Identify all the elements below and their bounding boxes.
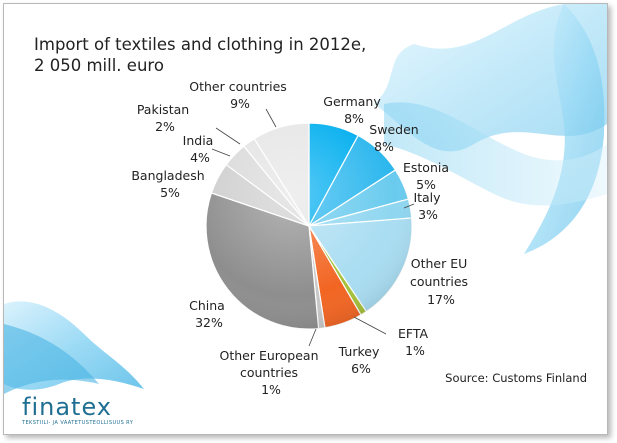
chart-frame: Germany 8% Sweden 8% Estonia 5% Italy 3%… xyxy=(3,3,608,435)
svg-text:EFTA 1%: EFTA 1% xyxy=(398,326,432,358)
label-other-european-line2: countries xyxy=(240,365,298,380)
label-germany-name: Germany xyxy=(323,94,381,109)
label-estonia-value: 5% xyxy=(416,177,436,192)
chart-title-line1: Import of textiles and clothing in 2012e… xyxy=(34,35,367,54)
logo-tagline: TEKSTIILI- JA VAATETUSTEOLLISUUS RY xyxy=(22,420,134,426)
svg-text:Estonia 5%: Estonia 5% xyxy=(403,160,453,192)
label-estonia-name: Estonia xyxy=(403,160,449,175)
chart-title: Import of textiles and clothing in 2012e… xyxy=(34,34,366,76)
label-china-value: 32% xyxy=(195,315,223,330)
label-turkey-name: Turkey xyxy=(338,344,380,359)
svg-text:China 32%: China 32% xyxy=(189,298,229,330)
label-other-european-value: 1% xyxy=(261,382,281,397)
label-bangladesh-value: 5% xyxy=(160,185,180,200)
label-pakistan-name: Pakistan xyxy=(137,102,189,117)
label-germany-value: 8% xyxy=(344,111,364,126)
svg-text:Other European countri: Other European countries 1% xyxy=(220,348,323,397)
label-china-name: China xyxy=(189,298,225,313)
label-other-european-line1: Other European xyxy=(220,348,319,363)
svg-text:Bangladesh 5%: Bangladesh 5% xyxy=(131,168,208,200)
svg-text:Sweden 8%: Sweden 8% xyxy=(369,122,422,154)
label-sweden-value: 8% xyxy=(374,139,394,154)
svg-text:Other countries 9%: Other countries 9% xyxy=(189,79,291,111)
label-italy-name: Italy xyxy=(413,190,441,205)
decorative-silk xyxy=(4,4,607,394)
svg-text:Pakistan 2%: Pakistan 2% xyxy=(137,102,193,134)
slice-labels: Germany 8% Sweden 8% Estonia 5% Italy 3%… xyxy=(131,79,472,397)
label-other-countries-name: Other countries xyxy=(189,79,287,94)
label-other-countries-value: 9% xyxy=(230,96,250,111)
svg-text:Germany 8%: Germany 8% xyxy=(323,94,384,126)
label-turkey-value: 6% xyxy=(351,361,371,376)
label-other-eu-line2: countries xyxy=(410,274,468,289)
source-note: Source: Customs Finland xyxy=(445,371,587,385)
chart-subtitle: 2 050 mill. euro xyxy=(34,56,164,75)
svg-text:India 4%: India 4% xyxy=(183,133,218,165)
svg-text:Other EU countries: Other EU countries 17% xyxy=(410,256,472,307)
label-sweden-name: Sweden xyxy=(369,122,418,137)
logo-wordmark: finatex xyxy=(22,393,112,421)
label-italy-value: 3% xyxy=(418,207,438,222)
leader-lines xyxy=(211,108,415,347)
svg-text:Turkey 6%: Turkey 6% xyxy=(338,344,384,376)
label-other-eu-value: 17% xyxy=(427,292,455,307)
label-efta-name: EFTA xyxy=(398,326,429,341)
label-india-value: 4% xyxy=(190,150,210,165)
svg-text:Italy 3%: Italy 3% xyxy=(413,190,444,222)
label-bangladesh-name: Bangladesh xyxy=(131,168,204,183)
finatex-logo: finatex TEKSTIILI- JA VAATETUSTEOLLISUUS… xyxy=(22,395,133,426)
label-india-name: India xyxy=(183,133,214,148)
label-other-eu-line1: Other EU xyxy=(411,256,468,271)
label-pakistan-value: 2% xyxy=(155,119,175,134)
label-efta-value: 1% xyxy=(405,343,425,358)
